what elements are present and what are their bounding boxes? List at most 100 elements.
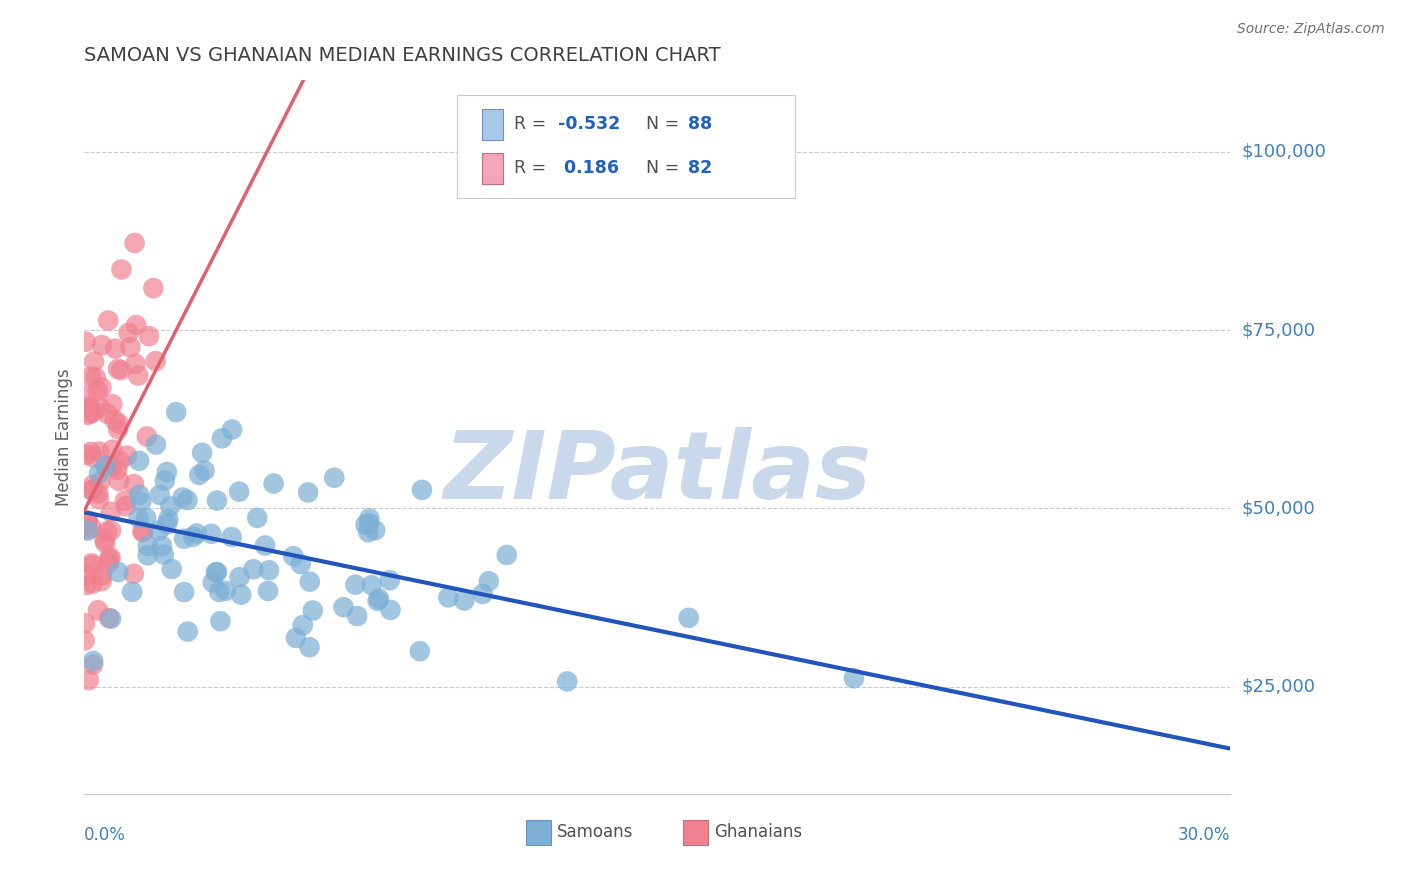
Point [231, 588, 253, 602]
Point [298, 574, 321, 589]
Point [380, 603, 402, 617]
FancyBboxPatch shape [482, 153, 502, 184]
Point [98, 552, 121, 566]
Point [96, 524, 118, 539]
Point [80, 445, 103, 459]
Text: Source: ZipAtlas.com: Source: ZipAtlas.com [1237, 22, 1385, 37]
Point [114, 493, 136, 508]
Point [257, 563, 280, 577]
Point [128, 454, 150, 468]
Point [84, 370, 107, 384]
Point [135, 429, 157, 443]
Point [77, 514, 100, 528]
Text: 0.186: 0.186 [558, 160, 619, 178]
Point [104, 413, 127, 427]
Point [93, 533, 115, 547]
Point [100, 612, 122, 626]
Point [346, 609, 368, 624]
FancyBboxPatch shape [682, 821, 707, 846]
Point [131, 524, 153, 539]
Point [478, 574, 501, 589]
Point [87, 603, 110, 617]
Point [555, 674, 578, 689]
Point [82, 450, 104, 465]
Point [242, 562, 264, 576]
Point [76, 516, 98, 530]
Point [186, 526, 208, 541]
Point [75, 578, 97, 592]
Point [201, 575, 224, 590]
Point [89, 401, 111, 415]
Point [107, 422, 129, 436]
Point [302, 603, 325, 617]
Point [360, 578, 382, 592]
Point [193, 464, 215, 478]
Point [209, 614, 232, 628]
Point [107, 417, 129, 431]
Point [75, 448, 97, 462]
Point [73, 633, 96, 648]
Point [368, 591, 391, 606]
Point [107, 565, 129, 579]
Point [75, 568, 97, 582]
Point [208, 585, 231, 599]
Point [359, 511, 381, 525]
Point [136, 549, 159, 563]
Point [159, 500, 181, 514]
Point [297, 485, 319, 500]
Point [101, 442, 124, 457]
Point [211, 431, 233, 445]
Point [176, 493, 198, 508]
FancyBboxPatch shape [457, 95, 794, 198]
Point [453, 593, 475, 607]
Point [124, 357, 146, 371]
Point [298, 640, 321, 655]
Point [215, 583, 238, 598]
Point [354, 517, 377, 532]
Point [98, 611, 121, 625]
Point [110, 363, 132, 377]
Point [82, 478, 104, 492]
Point [200, 526, 222, 541]
Point [205, 566, 228, 580]
Point [101, 397, 124, 411]
Point [80, 369, 103, 384]
Point [94, 458, 117, 473]
Point [173, 532, 195, 546]
Point [145, 437, 167, 451]
Point [87, 486, 110, 500]
Point [145, 354, 167, 368]
Point [188, 467, 211, 482]
FancyBboxPatch shape [482, 109, 502, 139]
Text: N =: N = [645, 115, 685, 133]
Point [138, 329, 160, 343]
Point [411, 483, 433, 497]
Point [122, 477, 145, 491]
Point [104, 342, 127, 356]
Point [257, 584, 280, 599]
Point [97, 313, 120, 327]
Text: N =: N = [645, 160, 685, 178]
Point [153, 474, 176, 488]
Point [367, 594, 389, 608]
Point [87, 492, 110, 507]
Text: -0.532: -0.532 [558, 115, 620, 133]
Point [110, 262, 132, 277]
Point [80, 483, 103, 497]
Point [409, 644, 432, 658]
Text: SAMOAN VS GHANAIAN MEDIAN EARNINGS CORRELATION CHART: SAMOAN VS GHANAIAN MEDIAN EARNINGS CORRE… [84, 45, 721, 65]
Point [284, 631, 307, 645]
Point [678, 611, 700, 625]
Point [254, 539, 277, 553]
Text: 88: 88 [689, 115, 713, 133]
Text: Samoans: Samoans [557, 823, 633, 841]
Point [115, 500, 138, 514]
Point [89, 444, 111, 458]
Point [357, 516, 380, 531]
Point [121, 584, 143, 599]
Point [82, 657, 104, 672]
Point [283, 549, 305, 564]
Point [105, 463, 128, 477]
Point [150, 539, 173, 553]
Point [89, 475, 111, 489]
